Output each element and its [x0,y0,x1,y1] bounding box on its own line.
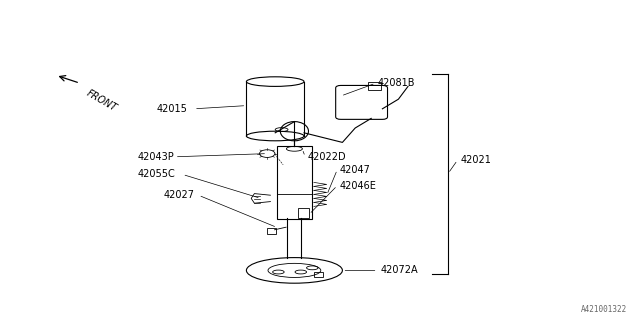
Text: 42043P: 42043P [138,152,174,162]
Text: 42072A: 42072A [381,265,419,276]
Text: A421001322: A421001322 [581,305,627,314]
Text: 42047: 42047 [339,164,370,175]
Text: 42022D: 42022D [307,152,346,162]
Text: FRONT: FRONT [85,88,119,113]
Bar [298,208,309,218]
Text: 42055C: 42055C [138,169,175,180]
Bar [314,272,323,277]
Bar [277,146,312,219]
Text: 42021: 42021 [461,155,492,165]
Text: 42081B: 42081B [378,78,415,88]
Bar [368,82,381,90]
Bar [267,228,276,234]
Text: 42015: 42015 [157,104,188,114]
Text: 42046E: 42046E [339,180,376,191]
Text: 42027: 42027 [163,190,194,200]
